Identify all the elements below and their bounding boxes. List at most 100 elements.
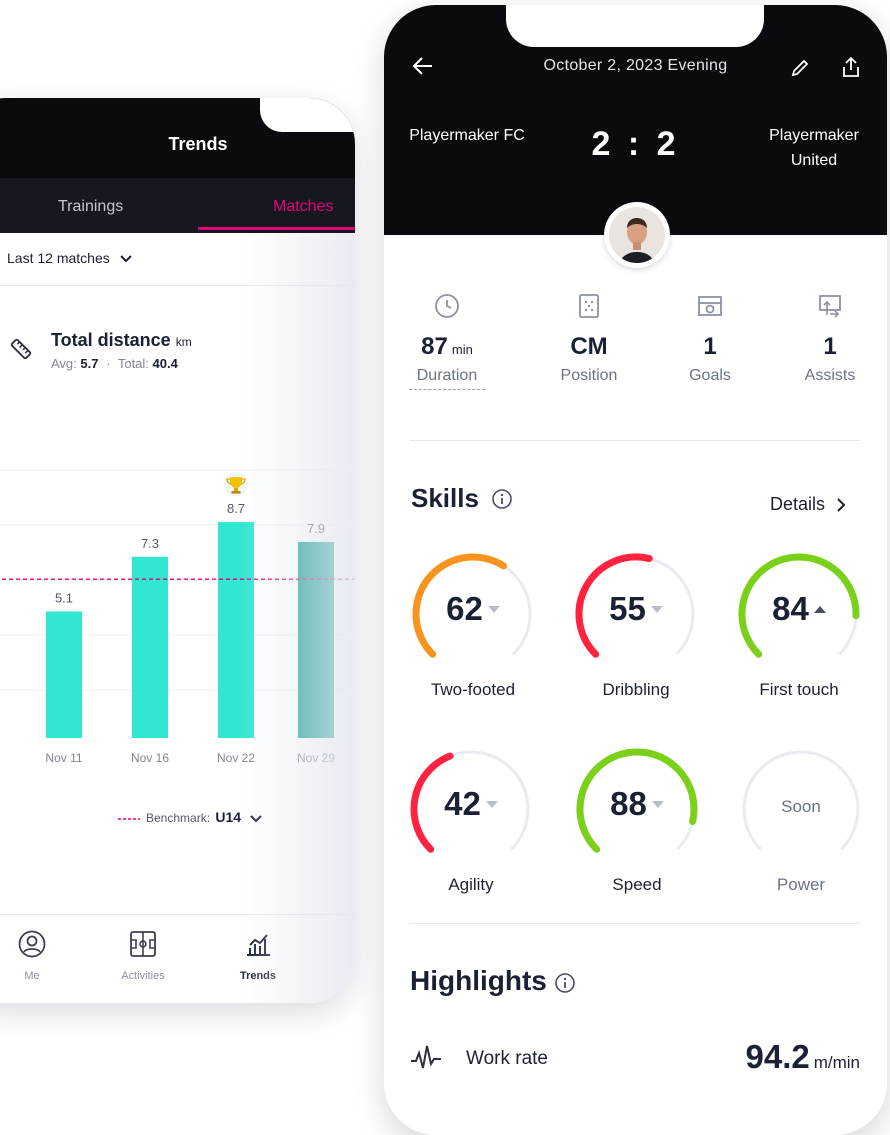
page-title: Trends [168, 134, 228, 154]
match-date: October 2, 2023 Evening [543, 57, 728, 74]
skill-gauge-speed[interactable]: 88 Speed [573, 745, 701, 905]
chevron-down-icon [250, 815, 263, 823]
benchmark-label: Benchmark: [146, 811, 211, 825]
skill-score-value: 62 [446, 590, 483, 627]
gauge-ring [576, 748, 698, 853]
divider [410, 440, 860, 441]
ruler-icon [10, 338, 32, 360]
back-arrow-icon[interactable] [412, 55, 434, 77]
total-label: Total: [117, 356, 149, 371]
stat-label: Goals [689, 367, 731, 384]
info-icon[interactable] [491, 488, 513, 510]
skill-score: 88 [573, 785, 701, 823]
skill-gauge-dribbling[interactable]: 55 Dribbling [572, 550, 700, 710]
divider [0, 285, 355, 286]
field-icon [130, 931, 156, 957]
trend-up-icon [813, 605, 826, 613]
player-photo [609, 207, 665, 263]
stat-value: 1 [823, 333, 837, 360]
gauge-progress [576, 748, 698, 853]
bar-value-label: 7.3 [141, 536, 159, 551]
metric-unit: km [175, 335, 192, 349]
skill-label: Agility [448, 875, 494, 894]
bar [46, 611, 82, 738]
tab-bar [0, 178, 355, 233]
gauge-ring [410, 750, 530, 853]
avg-value: 5.7 [80, 356, 99, 371]
stat-label: Assists [804, 367, 856, 384]
skill-score-value: 88 [610, 785, 647, 822]
bar-value-label: 7.9 [307, 521, 325, 536]
divider [410, 923, 860, 924]
tab-trainings[interactable]: Trainings [58, 198, 124, 215]
stat-value: CM [570, 333, 608, 360]
skill-gauge-two-footed[interactable]: 62 Two-footed [409, 550, 537, 710]
metric-summary: Avg: 5.7 · Total: 40.4 [51, 356, 178, 371]
assist-icon [819, 295, 841, 318]
trophy-icon [224, 472, 248, 497]
bar-chart-icon [247, 934, 270, 956]
stat-value: 87 min [421, 333, 473, 360]
gauge-ring [738, 553, 860, 658]
stat-label: Duration [409, 367, 485, 390]
stat-duration[interactable]: 87 min Duration [392, 293, 502, 390]
skill-label: Two-footed [430, 680, 516, 699]
gauge-progress [738, 553, 860, 658]
chevron-right-icon [837, 498, 846, 512]
trend-down-icon [487, 605, 500, 613]
active-tab-indicator [198, 227, 355, 230]
avatar[interactable] [604, 202, 670, 268]
skill-score-value: 84 [772, 590, 809, 627]
skill-label: First touch [759, 680, 839, 699]
skill-score: 42 [407, 785, 535, 823]
gauge-progress [410, 752, 454, 853]
details-label: Details [770, 494, 826, 514]
gauge-progress [412, 553, 508, 658]
gauge-ring [742, 750, 860, 851]
skill-score-value: 42 [444, 785, 481, 822]
stat-label: Position [560, 367, 618, 384]
gauge-track [742, 750, 860, 851]
nav-label: Trends [239, 970, 277, 982]
trends-phone: Trends Trainings Matches Last 12 matches… [0, 98, 355, 1003]
skill-score: Soon [737, 797, 865, 817]
stat-value: 1 [703, 333, 717, 360]
work-rate-label: Work rate [466, 1048, 549, 1069]
phone-notch [506, 5, 764, 47]
phone-notch [260, 98, 355, 132]
chevron-down-icon [119, 255, 132, 263]
nav-me[interactable]: Me [0, 930, 67, 982]
goal-icon [698, 296, 722, 316]
nav-activities[interactable]: Activities [108, 930, 178, 982]
trend-down-icon [650, 605, 663, 613]
nav-trends[interactable]: Trends [223, 930, 293, 982]
match-range-dropdown[interactable]: Last 12 matches [7, 250, 132, 266]
stat-position: CM Position [534, 293, 644, 385]
skill-score: 55 [572, 590, 700, 628]
skill-label: Power [776, 875, 826, 894]
nav-label: Me [24, 970, 40, 982]
edit-pencil-icon[interactable] [789, 57, 811, 79]
nav-label: Activities [121, 970, 165, 982]
skill-gauge-power[interactable]: Soon Power [737, 745, 865, 905]
work-rate-value: 94.2 m/min [745, 1038, 860, 1075]
share-icon[interactable] [839, 55, 863, 79]
bottom-nav-divider [0, 914, 355, 915]
bar-value-label: 8.7 [227, 501, 245, 516]
metric-title: Total distance km [51, 330, 192, 351]
metric-name: Total distance [51, 330, 171, 350]
skill-gauge-first-touch[interactable]: 84 First touch [735, 550, 863, 710]
bar [218, 522, 254, 738]
skill-gauge-agility[interactable]: 42 Agility [407, 745, 535, 905]
clock-icon [435, 294, 459, 318]
skills-details-link[interactable]: Details [770, 494, 846, 515]
bar [132, 556, 168, 738]
skill-label: Dribbling [602, 680, 670, 699]
x-tick-label: Nov 11 [45, 751, 82, 765]
benchmark-value: U14 [215, 809, 242, 825]
match-body [384, 235, 887, 1135]
info-icon[interactable] [554, 972, 576, 994]
benchmark-selector[interactable]: Benchmark: U14 [118, 809, 263, 825]
tab-matches[interactable]: Matches [273, 198, 334, 215]
